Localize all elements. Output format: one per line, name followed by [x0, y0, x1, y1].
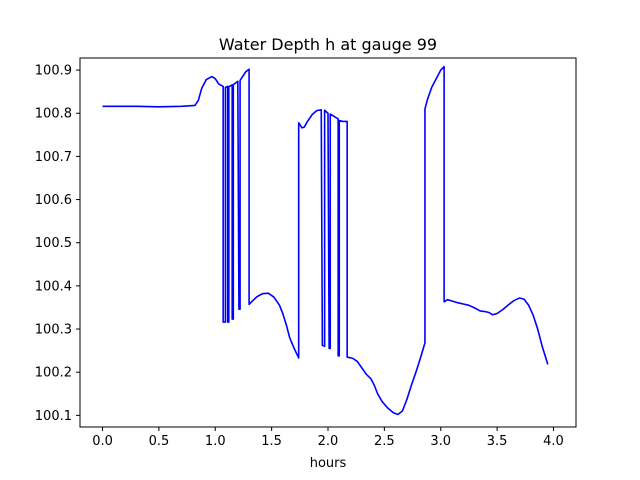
y-tick-label: 100.4 [35, 279, 72, 294]
x-axis-label: hours [310, 456, 347, 471]
x-tick-label: 3.0 [430, 434, 451, 449]
y-tick-label: 100.7 [35, 150, 72, 165]
chart-title: Water Depth h at gauge 99 [219, 35, 437, 54]
x-tick-label: 1.5 [261, 434, 282, 449]
x-tick-label: 1.0 [205, 434, 226, 449]
y-tick-label: 100.6 [35, 193, 72, 208]
y-tick-label: 100.2 [35, 366, 72, 381]
x-tick-label: 0.5 [149, 434, 170, 449]
y-tick-label: 100.9 [35, 64, 72, 79]
x-tick-label: 2.5 [374, 434, 395, 449]
plot-area: 0.0 0.5 1.0 1.5 2.0 2.5 3.0 3.5 4.0 100.1 100.2 100… [35, 57, 577, 449]
y-tick-label: 100.5 [35, 236, 72, 251]
x-tick-label: 0.0 [92, 434, 113, 449]
y-tick-label: 100.8 [35, 107, 72, 122]
y-tick-label: 100.3 [35, 323, 72, 338]
x-tick-label: 4.0 [543, 434, 564, 449]
x-tick-label: 2.0 [318, 434, 339, 449]
y-tick-label: 100.1 [35, 409, 72, 424]
x-tick-label: 3.5 [487, 434, 508, 449]
series-line-0 [102, 65, 549, 416]
